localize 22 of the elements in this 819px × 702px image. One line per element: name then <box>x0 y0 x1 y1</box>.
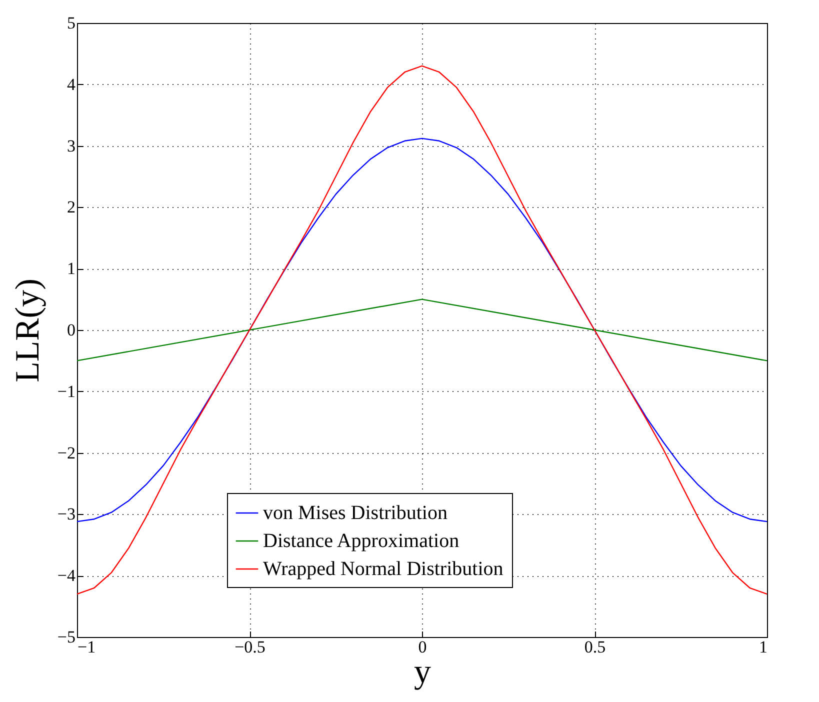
line-series <box>76 138 768 522</box>
y-tick-label: 3 <box>67 136 76 156</box>
y-tick-label: −5 <box>57 628 76 646</box>
y-tick-label: −4 <box>57 566 76 586</box>
y-tick-label: −2 <box>57 443 76 462</box>
x-axis-title: y <box>414 654 431 690</box>
x-tick-label: 1 <box>759 638 768 656</box>
legend-label: Wrapped Normal Distribution <box>263 558 504 580</box>
line-series <box>76 65 768 595</box>
x-tick-label: 0.5 <box>584 638 606 656</box>
legend-label: Distance Approximation <box>263 530 460 552</box>
x-tick-label: 0 <box>418 638 427 656</box>
y-tick-label: 0 <box>67 320 76 340</box>
y-tick-label: −3 <box>57 504 76 524</box>
y-axis-title: LLR(y) <box>9 278 46 382</box>
legend-label: von Mises Distribution <box>263 502 448 524</box>
x-tick-label: −0.5 <box>234 638 266 656</box>
y-tick-label: 1 <box>67 259 76 278</box>
y-tick-label: 5 <box>67 14 76 32</box>
y-tick-label: 2 <box>67 198 76 217</box>
y-tick-label: −1 <box>57 382 76 401</box>
y-tick-label: 4 <box>67 74 76 94</box>
